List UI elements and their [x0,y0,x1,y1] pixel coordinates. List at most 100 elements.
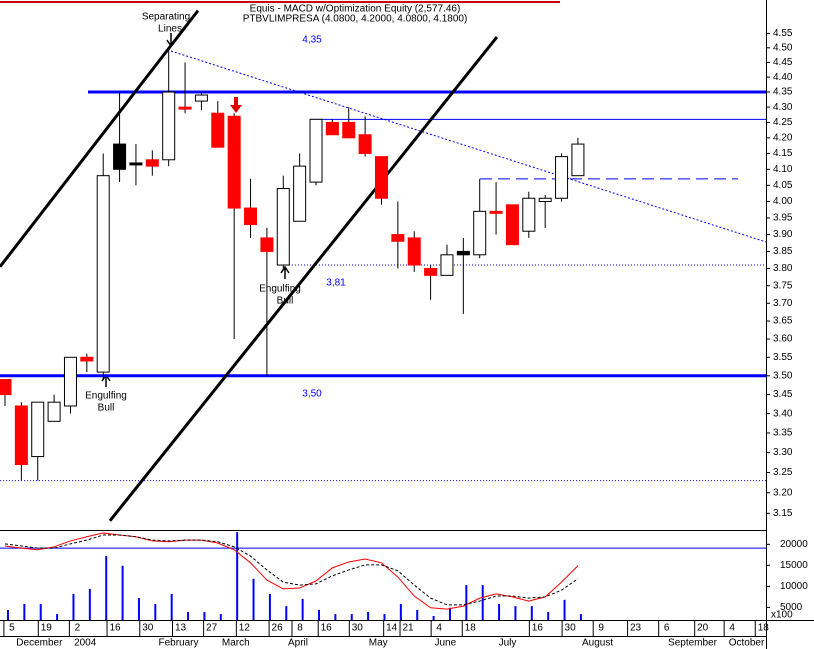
trend-line [170,50,767,243]
x-tick-label: 18 [758,623,770,634]
month-label: September [668,638,718,649]
x-tick-label: 30 [142,623,154,634]
y-tick-label: 4.05 [773,180,793,191]
month-label: April [288,638,308,649]
annotation: Lines [158,24,182,35]
y-tick-label: 3.40 [773,408,793,419]
candle-body [244,207,258,226]
y-tick-label: 15000 [780,560,808,571]
level-label: 3,81 [326,278,346,289]
candle-body [440,254,454,276]
y-tick-label: 3.85 [773,246,793,257]
y-tick-label: 3.80 [773,263,793,274]
y-tick-label: 3.75 [773,280,793,291]
x-tick-label: 18 [465,623,477,634]
candle-body [374,156,388,199]
y-tick-label: 3.90 [773,229,793,240]
candle-body [178,106,192,110]
candle-body [407,237,421,266]
x-tick-label: 30 [565,623,577,634]
y-tick-label: 4.35 [773,87,793,98]
candle-body [47,401,61,422]
month-label: March [222,638,250,649]
indicator-line [4,534,579,606]
candle-body [0,379,12,396]
level-label: 4,35 [302,35,322,46]
month-label: June [434,638,456,649]
y-tick-label: 4.00 [773,196,793,207]
candle-body [14,405,28,466]
y-tick-label: 10000 [780,581,808,592]
trend-line [108,36,499,522]
arrow [280,265,290,279]
candle-body [227,115,241,209]
x-tick-label: 30 [352,623,364,634]
x-tick-label: 19 [41,623,53,634]
candle-body [391,234,405,242]
annotations: Separating Lines Engulfing Bull Engulfin… [85,12,301,414]
level-label: 3,50 [302,388,322,399]
x-tick-label: 23 [630,623,642,634]
annotation: Bull [98,403,115,414]
x-tick-label: 8 [297,623,303,634]
y-tick-label: 4.25 [773,117,793,128]
month-label: August [582,638,613,649]
unit-label: x100 [771,610,793,621]
candle-body [162,91,176,161]
x-tick-label: 9 [598,623,604,634]
candle-body [473,210,487,256]
chart-title: Equis - MACD w/Optimization Equity (2,57… [250,4,461,15]
x-tick-label: 2 [75,623,81,634]
x-tick-label: 5 [9,623,15,634]
y-tick-label: 4.45 [773,57,793,68]
y-tick-label: 3.45 [773,389,793,400]
x-tick-label: 6 [664,623,670,634]
candle-body [293,165,307,222]
month-label: July [499,638,517,649]
candle-body [522,197,536,232]
month-label: February [158,638,198,649]
y-tick-label: 3.65 [773,316,793,327]
x-tick-label: 12 [239,623,251,634]
month-label: May [369,638,388,649]
candle-body [538,197,552,203]
x-tick-label: 16 [532,623,544,634]
x-tick-label: 4 [729,623,735,634]
candle-body [211,112,225,148]
candle-body [358,134,372,154]
candle-body [31,401,45,458]
annotation: Engulfing [259,284,301,295]
month-label: December [16,638,63,649]
x-tick-label: 16 [321,623,333,634]
x-tick-label: 21 [402,623,414,634]
x-tick-label: 27 [206,623,218,634]
y-tick-label: 4.30 [773,102,793,113]
y-tick-label: 20000 [780,539,808,550]
y-tick-label: 3.15 [773,508,793,519]
y-tick-label: 4.20 [773,132,793,143]
candle-body [129,162,143,166]
y-tick-label: 3.60 [773,334,793,345]
y-tick-label: 3.95 [773,213,793,224]
x-tick-label: 16 [109,623,121,634]
candle-body [260,237,274,252]
candle-body [96,175,110,373]
x-tick-label: 13 [175,623,187,634]
candle-body [489,210,503,214]
x-tick-label: 26 [272,623,284,634]
y-tick-label: 3.35 [773,428,793,439]
y-tick-label: 4.50 [773,42,793,53]
y-tick-label: 4.55 [773,28,793,39]
candle-body [342,121,356,139]
candle-body [80,356,94,362]
y-tick-label: 3.30 [773,447,793,458]
overlay-lines: 4,35 3,50 3,81 [0,9,767,522]
candle-body [276,188,290,266]
candle-body [555,156,569,199]
trend-line [0,9,200,268]
y-tick-label: 3.55 [773,352,793,363]
candle-body [456,250,470,256]
indicator-line [4,532,579,610]
candle-body [571,143,585,177]
